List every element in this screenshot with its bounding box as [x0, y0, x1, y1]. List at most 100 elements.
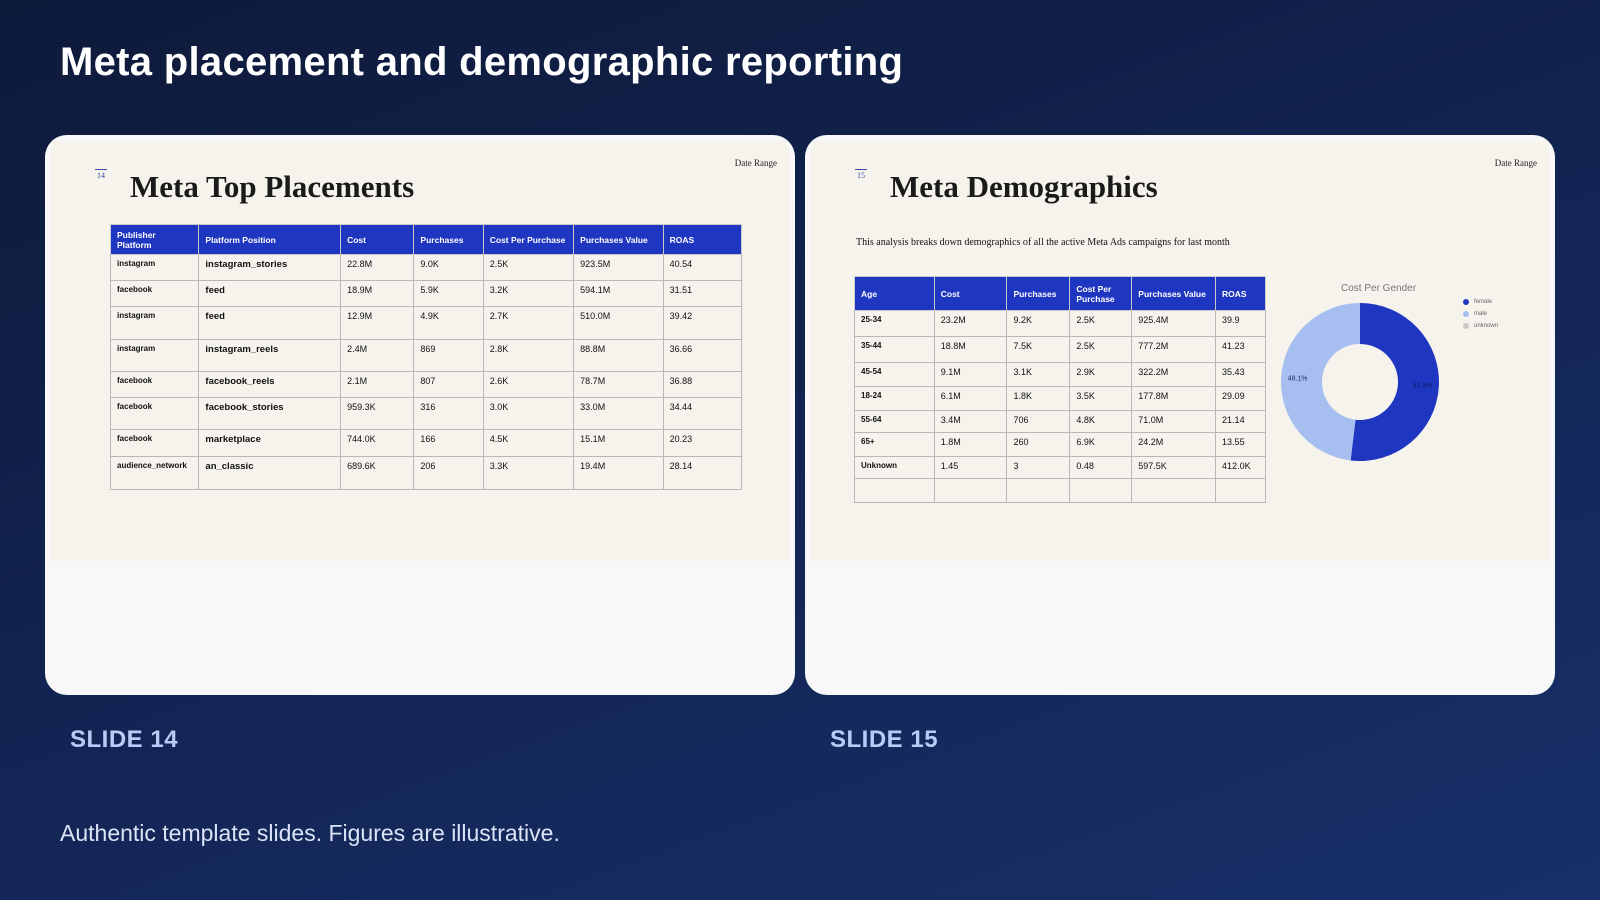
demographics-table: Age Cost Purchases Cost Per Purchase Purchas… — [854, 276, 1266, 503]
legend-swatch — [1463, 323, 1469, 329]
column-header: ROAS — [662, 224, 743, 255]
table-cell: 65+ — [854, 432, 935, 457]
table-cell: 4.9K — [413, 306, 484, 340]
slice-data-label: 51.9% — [1412, 383, 1432, 390]
slide-15-label: SLIDE 15 — [830, 726, 939, 753]
table-cell: 3.1K — [1006, 362, 1071, 387]
table-cell: facebook_stories — [198, 397, 342, 430]
column-header: ROAS — [1215, 276, 1266, 311]
column-header: Cost — [933, 276, 1008, 311]
slide-15-preview: Date Range 15 Meta Demographics This ana… — [811, 141, 1549, 561]
table-cell: 35.43 — [1215, 362, 1266, 387]
column-header: Cost Per Purchase — [1069, 276, 1133, 311]
table-cell — [1131, 478, 1217, 503]
table-cell: Unknown — [854, 456, 935, 479]
table-cell: 3.3K — [482, 456, 575, 490]
table-cell: 3.2K — [482, 280, 575, 307]
table-cell: 6.1M — [933, 386, 1008, 411]
column-header: Purchases Value — [1131, 276, 1217, 311]
table-header-row: Age Cost Purchases Cost Per Purchase Purchas… — [854, 276, 1266, 311]
table-row: 18-24 6.1M 1.8K 3.5K 177.8M 29.09 — [854, 386, 1266, 411]
table-cell: instagram_stories — [198, 254, 342, 281]
column-header: Cost — [340, 224, 415, 255]
table-cell: 18-24 — [854, 386, 935, 411]
table-cell: 316 — [413, 397, 484, 430]
column-header: Publisher Platform — [109, 224, 200, 255]
gender-donut-chart: 51.9% 48.1% — [1280, 303, 1439, 461]
table-cell: 28.14 — [662, 456, 743, 490]
table-cell: 18.9M — [340, 280, 415, 307]
table-cell: 39.9 — [1215, 310, 1266, 337]
table-cell — [1215, 478, 1266, 503]
table-cell: instagram_reels — [198, 339, 342, 372]
table-cell: feed — [198, 306, 342, 340]
table-cell: marketplace — [198, 429, 342, 457]
table-cell: 4.8K — [1069, 410, 1133, 433]
table-cell: 2.9K — [1069, 362, 1133, 387]
table-cell — [933, 478, 1008, 503]
table-row: facebook facebook_reels 2.1M 807 2.6K 78.7M 36… — [109, 371, 743, 398]
table-cell: facebook_reels — [198, 371, 342, 398]
table-cell: an_classic — [198, 456, 342, 490]
table-cell: 13.55 — [1215, 432, 1266, 457]
table-cell: 20.23 — [662, 429, 743, 457]
table-cell: 33.0M — [573, 397, 664, 430]
table-cell: 78.7M — [573, 371, 664, 398]
table-cell: instagram — [109, 339, 200, 372]
table-cell: 2.5K — [1069, 336, 1133, 363]
table-cell: 29.09 — [1215, 386, 1266, 411]
slide-number: 15 — [855, 169, 867, 180]
date-range-label: Date Range — [1494, 158, 1537, 168]
table-cell: 9.1M — [933, 362, 1008, 387]
table-cell: 40.54 — [662, 254, 743, 281]
table-cell: 1.45 — [933, 456, 1008, 479]
table-cell: 9.2K — [1006, 310, 1071, 337]
table-cell: 744.0K — [340, 429, 415, 457]
table-cell — [1006, 478, 1071, 503]
legend-label: female — [1474, 299, 1493, 305]
table-cell: 2.8K — [482, 339, 575, 372]
table-cell: 0.48 — [1069, 456, 1133, 479]
table-cell: 88.8M — [573, 339, 664, 372]
table-cell: 4.5K — [482, 429, 575, 457]
slice-data-label: 48.1% — [1288, 375, 1308, 382]
slide-14-card[interactable]: Date Range 14 Meta Top Placements Publis… — [45, 135, 795, 695]
table-row: 35-44 18.8M 7.5K 2.5K 777.2M 41.23 — [854, 336, 1266, 363]
legend-item-male: male — [1463, 311, 1498, 317]
table-cell: 706 — [1006, 410, 1071, 433]
table-cell: 5.9K — [413, 280, 484, 307]
table-cell: 31.51 — [662, 280, 743, 307]
table-cell: 510.0M — [573, 306, 664, 340]
table-cell: 777.2M — [1131, 336, 1217, 363]
table-row: facebook feed 18.9M 5.9K 3.2K 594.1M 31.51 — [109, 280, 743, 307]
table-cell: 36.88 — [662, 371, 743, 398]
table-cell: 24.2M — [1131, 432, 1217, 457]
table-cell: instagram — [109, 306, 200, 340]
table-cell: 3.5K — [1069, 386, 1133, 411]
table-cell: 807 — [413, 371, 484, 398]
slide-15-card[interactable]: Date Range 15 Meta Demographics This ana… — [805, 135, 1555, 695]
table-cell: 7.5K — [1006, 336, 1071, 363]
table-cell: 19.4M — [573, 456, 664, 490]
legend-swatch — [1463, 311, 1469, 317]
table-cell — [1069, 478, 1133, 503]
placements-table: Publisher Platform Platform Position Cost P… — [109, 224, 743, 490]
table-cell: 71.0M — [1131, 410, 1217, 433]
table-header-row: Publisher Platform Platform Position Cost P… — [109, 224, 743, 255]
table-row: instagram instagram_reels 2.4M 869 2.8K 88.8M… — [109, 339, 743, 372]
donut-slice-female — [1350, 303, 1439, 461]
table-cell: 2.6K — [482, 371, 575, 398]
column-header: Purchases — [413, 224, 484, 255]
table-cell: audience_network — [109, 456, 200, 490]
donut-slice-male — [1280, 303, 1360, 461]
table-row: 25-34 23.2M 9.2K 2.5K 925.4M 39.9 — [854, 310, 1266, 337]
table-cell: 925.4M — [1131, 310, 1217, 337]
table-cell: 1.8K — [1006, 386, 1071, 411]
table-row: facebook marketplace 744.0K 166 4.5K 15.1M 20.… — [109, 429, 743, 457]
column-header: Age — [854, 276, 935, 311]
table-cell — [854, 478, 935, 503]
table-cell: 166 — [413, 429, 484, 457]
table-cell: 6.9K — [1069, 432, 1133, 457]
table-cell: 597.5K — [1131, 456, 1217, 479]
table-cell: 36.66 — [662, 339, 743, 372]
